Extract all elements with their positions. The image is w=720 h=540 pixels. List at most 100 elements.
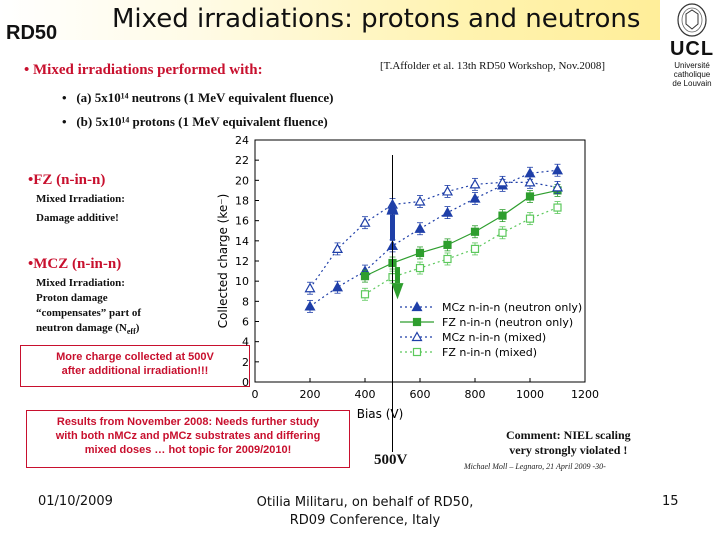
data-point [525,192,535,201]
x-tick-label: 1200 [571,388,599,401]
x-tick-label: 400 [355,388,376,401]
data-point [498,228,507,237]
x-tick-label: 200 [300,388,321,401]
legend-entry: FZ n-in-n (neutron only) [442,316,573,329]
data-point [415,263,425,273]
university-sub-3: de Louvain [672,79,712,88]
data-point [415,248,425,258]
footer-page-number: 15 [662,494,679,509]
mcz-note-2: Proton damage [36,292,108,304]
legend-entry: MCz n-in-n (neutron only) [442,301,582,314]
data-point [331,243,344,253]
data-point [470,244,480,253]
footer-date: 01/10/2009 [38,494,113,509]
data-point [498,211,507,220]
x-axis-label: Bias (V) [357,407,404,421]
data-point [551,181,564,192]
data-point [553,203,562,212]
niel-comment-line-1: Comment: NIEL scaling [506,428,631,442]
red-note-2-line-3: mixed doses … hot topic for 2009/2010! [84,444,292,456]
footer-center-line-2: RD09 Conference, Italy [289,513,441,528]
y-axis-label: Collected charge (ke⁻) [216,194,230,329]
data-point [443,254,452,264]
sub-bullet-a-text: (a) 5x10¹⁴ neutrons (1 MeV equivalent fl… [76,90,334,105]
footer-center: Otilia Militaru, on behalf of RD50, RD09… [250,494,480,530]
fz-note-1: Mixed Irradiation: [36,193,125,205]
footer-center-line-1: Otilia Militaru, on behalf of RD50, [256,495,474,510]
data-point [496,176,509,187]
mcz-heading-text: MCZ (n-in-n) [33,256,122,272]
university-name: UCL [669,38,715,60]
marker-layer [386,155,404,452]
vertical-marker-label: 500V [374,452,408,468]
y-tick-label: 6 [242,316,249,329]
main-bullet: • Mixed irradiations performed with: [24,62,263,78]
red-note-1-line-1: More charge collected at 500V [56,351,214,363]
y-tick-label: 4 [242,336,249,349]
slide-credit: Michael Moll – Legnaro, 21 April 2009 -3… [464,462,606,471]
mcz-note-4-sub: eff [126,327,136,337]
data-point [359,216,371,227]
red-note-2-line-2: with both nMCz and pMCz substrates and d… [55,430,321,442]
data-point [414,195,426,206]
niel-comment-line-2: very strongly violated ! [509,443,628,457]
y-tick-label: 18 [235,195,249,208]
red-note-2-line-1: Results from November 2008: Needs furthe… [56,416,320,428]
header-band [0,0,660,40]
data-point [304,300,316,311]
fz-heading-text: FZ (n-in-n) [33,172,106,188]
y-tick-label: 16 [235,215,249,228]
x-tick-label: 0 [252,388,259,401]
y-tick-label: 12 [235,255,249,268]
sub-bullet-b-text: (b) 5x10¹⁴ protons (1 MeV equivalent flu… [76,114,328,129]
mcz-note-4-text: neutron damage (N [36,322,127,334]
red-note-box-2: Results from November 2008: Needs furthe… [26,410,350,468]
fz-heading: •FZ (n-in-n) [28,172,106,188]
y-tick-label: 24 [235,134,249,147]
mcz-note-4-end: ) [135,322,140,334]
x-tick-label: 1000 [516,388,544,401]
y-tick-label: 20 [235,174,249,187]
data-point [360,272,370,281]
fz-note-2: Damage additive! [36,212,119,224]
y-tick-label: 10 [235,275,249,288]
data-point [524,176,536,187]
data-point [414,223,426,233]
red-note-box-1: More charge collected at 500V after addi… [20,345,250,387]
y-tick-label: 2 [242,356,249,369]
data-point [441,206,454,217]
mcz-note-4: neutron damage (Neff) [36,321,141,339]
series-line [309,181,558,289]
data-point [411,331,423,342]
university-logo: UCL Université catholique de Louvain [664,38,720,88]
red-note-1-line-2: after additional irradiation!!! [61,365,209,377]
down-arrow-shaft [395,267,400,284]
data-point [360,290,370,299]
rd50-logo: RD50 [6,22,58,44]
data-point [525,214,535,223]
sub-bullet-b: • (b) 5x10¹⁴ protons (1 MeV equivalent f… [62,114,328,129]
data-point [469,178,481,189]
series-line [364,189,558,277]
legend-entry: FZ n-in-n (mixed) [442,346,537,359]
data-point [551,164,564,175]
y-tick-label: 14 [235,235,249,248]
legend: MCz n-in-n (neutron only) FZ n-in-n (neut… [400,301,582,359]
data-point [331,281,344,292]
x-tick-label: 600 [410,388,431,401]
fz-notes: Mixed Irradiation: Damage additive! [36,192,125,226]
data-point [470,227,480,236]
up-arrow-shaft [390,214,395,241]
down-arrow-icon [391,283,404,300]
sub-bullet-a: • (a) 5x10¹⁴ neutrons (1 MeV equivalent … [62,90,334,105]
data-point [441,185,454,196]
y-tick-label: 0 [242,376,249,389]
data-point [411,301,423,312]
university-sub-1: Université [674,61,710,70]
university-sub-2: catholique [673,70,711,79]
data-point [443,240,452,249]
mcz-note-3: “compensates” part of [36,307,142,319]
page-title: Mixed irradiations: protons and neutrons [112,4,641,34]
